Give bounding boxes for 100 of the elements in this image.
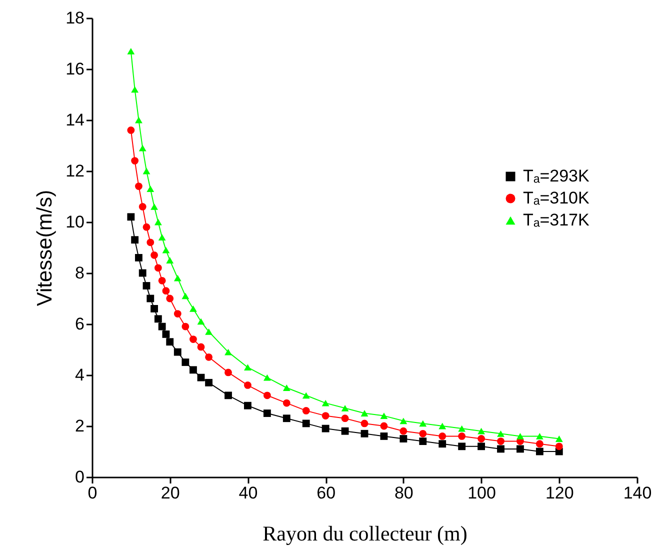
point <box>380 422 388 430</box>
point <box>174 274 182 282</box>
point <box>174 348 182 356</box>
point <box>380 412 388 420</box>
x-tick-label: 0 <box>88 484 98 502</box>
point <box>302 392 310 399</box>
point <box>400 418 408 424</box>
point <box>158 322 166 330</box>
y-tick-label: 2 <box>75 416 84 436</box>
point <box>360 430 368 438</box>
y-tick-label: 6 <box>75 314 84 334</box>
point <box>497 430 504 437</box>
point <box>135 116 142 124</box>
point <box>282 399 290 407</box>
point <box>263 392 271 400</box>
point <box>282 384 290 391</box>
point <box>458 432 466 440</box>
point <box>127 126 135 134</box>
point <box>263 374 271 381</box>
x-tick-label: 40 <box>238 484 258 502</box>
point <box>516 445 524 453</box>
point <box>166 338 174 346</box>
point <box>419 420 427 427</box>
y-tick-label: 8 <box>75 264 84 282</box>
legend-label: Tₐ=310K <box>523 188 590 208</box>
y-tick-label: 14 <box>66 110 84 130</box>
point <box>244 382 252 389</box>
point <box>400 435 408 442</box>
point <box>302 407 310 414</box>
point <box>244 402 252 410</box>
point <box>536 440 544 448</box>
point <box>127 213 135 221</box>
point <box>263 410 271 417</box>
point <box>131 236 139 244</box>
x-tick-label: 140 <box>623 484 652 502</box>
point <box>438 440 446 448</box>
point <box>135 182 142 190</box>
point <box>150 251 158 259</box>
point <box>555 442 563 450</box>
y-tick-label: 12 <box>66 162 84 180</box>
x-axis-title: Rayon du collecteur (m) <box>262 522 468 546</box>
point <box>197 343 205 351</box>
point <box>224 368 232 376</box>
point <box>438 422 446 430</box>
x-tick-label: 20 <box>160 484 180 502</box>
point <box>205 378 212 386</box>
point <box>244 364 252 371</box>
point <box>166 294 174 302</box>
point <box>142 282 150 290</box>
point <box>205 353 212 361</box>
point <box>154 264 162 272</box>
point <box>497 438 504 445</box>
point <box>322 412 330 420</box>
point <box>516 432 524 440</box>
point <box>478 442 485 450</box>
point <box>127 48 135 54</box>
point <box>146 238 154 246</box>
point <box>497 445 504 453</box>
point <box>182 292 190 300</box>
point <box>419 430 427 438</box>
point <box>341 414 349 422</box>
legend-label: Tₐ=317K <box>523 210 590 230</box>
point <box>478 435 485 442</box>
point <box>322 424 330 432</box>
point <box>162 330 170 338</box>
point <box>154 218 162 226</box>
point <box>341 404 349 412</box>
y-tick-label: 16 <box>66 60 84 78</box>
point <box>190 366 197 374</box>
y-tick-label: 4 <box>75 366 84 384</box>
point <box>182 322 190 330</box>
point <box>282 414 290 422</box>
x-tick-label: 80 <box>394 484 414 502</box>
point <box>142 223 150 231</box>
point <box>438 432 446 440</box>
point <box>138 144 146 152</box>
point <box>190 305 197 312</box>
point <box>458 425 466 432</box>
point <box>536 432 544 440</box>
point <box>205 328 212 335</box>
point <box>341 427 349 435</box>
point <box>162 287 170 295</box>
point <box>536 448 544 456</box>
point <box>360 420 368 428</box>
point <box>182 358 190 366</box>
point <box>400 427 408 435</box>
point <box>478 428 485 434</box>
point <box>380 432 388 440</box>
point <box>150 304 158 312</box>
y-tick-label: 18 <box>66 8 84 28</box>
point <box>360 410 368 416</box>
x-tick-label: 120 <box>545 484 574 502</box>
point <box>154 315 162 323</box>
point <box>197 374 205 382</box>
point <box>419 438 427 446</box>
point <box>555 436 563 442</box>
point <box>224 348 232 356</box>
point <box>197 318 205 325</box>
point <box>166 257 174 264</box>
x-tick-label: 60 <box>316 484 336 502</box>
